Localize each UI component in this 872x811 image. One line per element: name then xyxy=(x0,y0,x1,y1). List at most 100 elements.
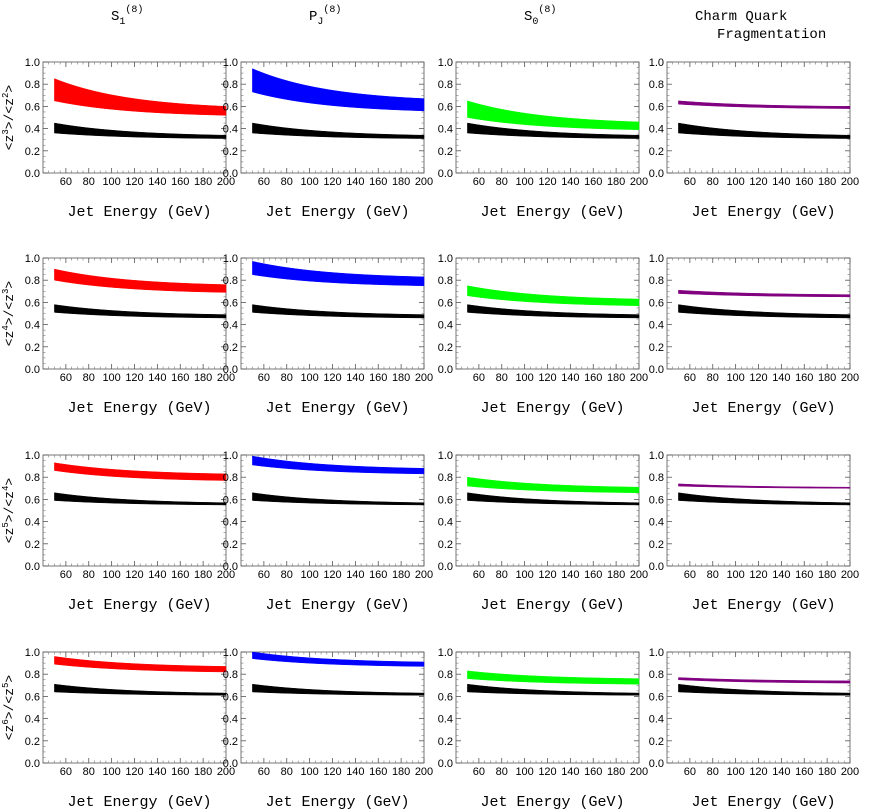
band-pj xyxy=(252,455,425,475)
xtick-label: 80 xyxy=(83,766,95,778)
xtick-label: 120 xyxy=(125,372,143,384)
column-title-4: Charm Quark Fragmentation xyxy=(695,9,826,43)
xtick-label: 180 xyxy=(607,176,625,188)
ytick-label: 0.0 xyxy=(438,168,453,180)
xtick-label: 140 xyxy=(772,569,790,581)
ytick-label: 0.0 xyxy=(223,561,238,573)
ytick-label: 0.0 xyxy=(223,364,238,376)
xtick-label: 100 xyxy=(515,372,533,384)
xtick-label: 200 xyxy=(630,176,648,188)
xlabel: Jet Energy (GeV) xyxy=(480,400,624,417)
xtick-label: 200 xyxy=(841,372,859,384)
panel-r3-c1: 0.0 0.2 0.4 0.6 0.8 1.0 60 80 100 120 140 160 180 200… xyxy=(25,450,235,614)
ytick-label: 0.2 xyxy=(438,736,453,748)
ytick-label: 0.0 xyxy=(223,758,238,770)
reference-band xyxy=(54,122,227,139)
xtick-label: 120 xyxy=(749,372,767,384)
ytick-label: 0.8 xyxy=(25,669,40,681)
ytick-label: 0.6 xyxy=(649,101,664,113)
ytick-label: 0.8 xyxy=(649,275,664,287)
xtick-label: 160 xyxy=(584,569,602,581)
xtick-label: 120 xyxy=(749,569,767,581)
xtick-label: 140 xyxy=(772,766,790,778)
ytick-label: 0.4 xyxy=(25,124,40,136)
ytick-label: 0.0 xyxy=(25,168,40,180)
xtick-label: 120 xyxy=(125,569,143,581)
xtick-label: 100 xyxy=(515,766,533,778)
plot-frame xyxy=(666,454,851,567)
ytick-label: 0.8 xyxy=(649,79,664,91)
xtick-label: 180 xyxy=(194,372,212,384)
reference-band xyxy=(54,492,227,506)
ytick-label: 0.2 xyxy=(649,146,664,158)
band-charm xyxy=(678,483,851,489)
ytick-label: 0.4 xyxy=(649,320,664,332)
ytick-label: 1.0 xyxy=(25,57,40,69)
plot-frame xyxy=(240,651,425,764)
xtick-label: 160 xyxy=(171,766,189,778)
xtick-label: 60 xyxy=(473,176,485,188)
reference-band xyxy=(467,122,640,139)
ytick-label: 0.0 xyxy=(649,168,664,180)
xtick-label: 120 xyxy=(323,372,341,384)
row-ylabel-2: <z4>/<z3> xyxy=(1,281,17,347)
xtick-label: 60 xyxy=(60,372,72,384)
xtick-label: 100 xyxy=(726,569,744,581)
xtick-label: 80 xyxy=(707,569,719,581)
xtick-label: 60 xyxy=(473,372,485,384)
xtick-label: 160 xyxy=(795,176,813,188)
xtick-label: 200 xyxy=(415,569,433,581)
ytick-label: 0.2 xyxy=(438,146,453,158)
xtick-label: 180 xyxy=(392,766,410,778)
reference-band xyxy=(252,683,425,696)
xtick-label: 60 xyxy=(473,569,485,581)
ytick-label: 1.0 xyxy=(223,57,238,69)
xtick-label: 60 xyxy=(684,766,696,778)
xtick-label: 60 xyxy=(60,176,72,188)
xtick-label: 160 xyxy=(171,372,189,384)
reference-band xyxy=(678,122,851,139)
xtick-label: 160 xyxy=(171,176,189,188)
xtick-label: 160 xyxy=(795,766,813,778)
xlabel: Jet Energy (GeV) xyxy=(691,400,835,417)
xtick-label: 160 xyxy=(369,372,387,384)
reference-band xyxy=(252,492,425,506)
xtick-label: 160 xyxy=(369,766,387,778)
ytick-label: 0.6 xyxy=(25,297,40,309)
xlabel: Jet Energy (GeV) xyxy=(265,597,409,614)
ytick-label: 0.2 xyxy=(438,539,453,551)
row-ylabel-3: <z5>/<z4> xyxy=(1,478,17,544)
xlabel: Jet Energy (GeV) xyxy=(691,597,835,614)
xtick-label: 140 xyxy=(346,766,364,778)
ytick-label: 0.4 xyxy=(649,124,664,136)
ytick-label: 0.0 xyxy=(25,561,40,573)
xtick-label: 200 xyxy=(630,766,648,778)
ytick-label: 0.2 xyxy=(223,539,238,551)
ytick-label: 1.0 xyxy=(438,57,453,69)
ytick-label: 0.0 xyxy=(438,364,453,376)
xtick-label: 180 xyxy=(818,372,836,384)
xtick-label: 80 xyxy=(496,176,508,188)
panel-r2-c3: 0.0 0.2 0.4 0.6 0.8 1.0 60 80 100 120 140 160 180 200… xyxy=(438,253,648,417)
ytick-label: 0.4 xyxy=(25,517,40,529)
ylabel-text: <z3>/<z2> xyxy=(1,85,17,151)
ytick-label: 0.8 xyxy=(649,472,664,484)
xlabel: Jet Energy (GeV) xyxy=(265,204,409,221)
xlabel: Jet Energy (GeV) xyxy=(265,794,409,811)
panel-r4-c1: 0.0 0.2 0.4 0.6 0.8 1.0 60 80 100 120 140 160 180 200… xyxy=(25,647,235,811)
ytick-label: 0.8 xyxy=(223,472,238,484)
xtick-label: 140 xyxy=(772,176,790,188)
plot-frame xyxy=(666,61,851,174)
xtick-label: 120 xyxy=(125,766,143,778)
xtick-label: 200 xyxy=(217,372,235,384)
ytick-label: 0.4 xyxy=(223,320,238,332)
ytick-label: 0.8 xyxy=(25,275,40,287)
xtick-label: 60 xyxy=(258,176,270,188)
xtick-label: 80 xyxy=(281,569,293,581)
plot-frame xyxy=(455,651,640,764)
panel-r4-c4: 0.0 0.2 0.4 0.6 0.8 1.0 60 80 100 120 140 160 180 200… xyxy=(649,647,859,811)
ytick-label: 0.6 xyxy=(223,101,238,113)
xtick-label: 200 xyxy=(630,569,648,581)
xtick-label: 200 xyxy=(415,766,433,778)
band-pj xyxy=(252,261,425,287)
